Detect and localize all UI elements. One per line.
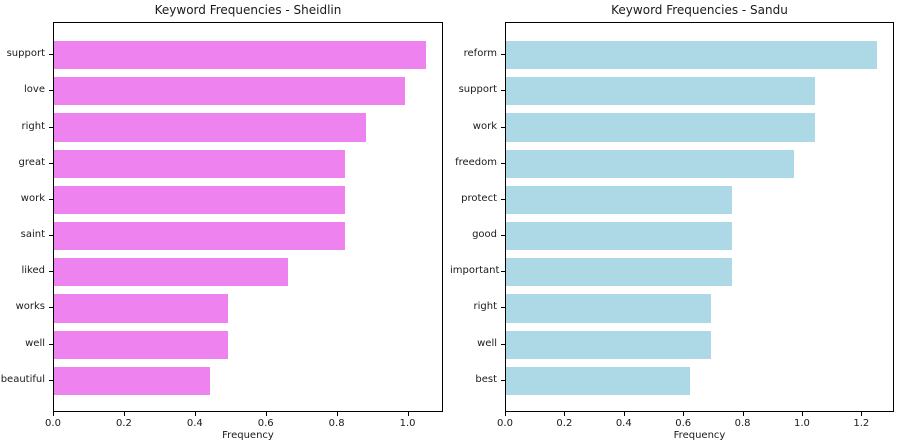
x-tick-mark bbox=[194, 412, 196, 416]
x-tick-mark bbox=[265, 412, 267, 416]
bar-freedom bbox=[506, 149, 795, 178]
bar-support bbox=[506, 77, 815, 106]
x-tick-mark bbox=[505, 412, 506, 416]
y-tick-mark bbox=[501, 162, 505, 164]
bar-work bbox=[506, 113, 815, 142]
x-tick-label-1.0: 1.0 bbox=[793, 418, 810, 429]
x-axis-label: Frequency bbox=[222, 430, 274, 441]
y-tick-mark bbox=[501, 126, 505, 128]
y-tick-label-well: well bbox=[477, 337, 497, 349]
x-tick-label-0.0: 0.0 bbox=[497, 418, 513, 429]
x-tick-mark bbox=[407, 412, 409, 416]
y-tick-label-support: support bbox=[458, 84, 497, 96]
x-tick-label-1.0: 1.0 bbox=[399, 418, 416, 429]
y-tick-label-work: work bbox=[20, 192, 45, 204]
x-tick-label-0.4: 0.4 bbox=[186, 418, 203, 429]
y-tick-mark bbox=[501, 54, 505, 56]
y-tick-label-protect: protect bbox=[461, 192, 497, 204]
y-tick-label-freedom: freedom bbox=[455, 156, 497, 168]
y-tick-label-love: love bbox=[24, 84, 45, 96]
x-tick-label-0.6: 0.6 bbox=[257, 418, 274, 429]
bar-right bbox=[506, 294, 711, 323]
y-tick-label-work: work bbox=[472, 120, 497, 132]
y-tick-mark bbox=[49, 343, 53, 345]
y-tick-label-right: right bbox=[473, 301, 498, 313]
y-tick-label-best: best bbox=[475, 373, 497, 385]
x-tick-mark bbox=[336, 412, 338, 416]
y-tick-label-support: support bbox=[6, 48, 45, 60]
y-tick-label-well: well bbox=[25, 337, 45, 349]
y-tick-mark bbox=[501, 307, 505, 309]
x-tick-mark bbox=[53, 412, 54, 416]
x-tick-label-1.2: 1.2 bbox=[853, 418, 870, 429]
y-tick-mark bbox=[49, 379, 53, 381]
x-tick-label-0.0: 0.0 bbox=[45, 418, 61, 429]
x-tick-label-0.2: 0.2 bbox=[115, 418, 132, 429]
x-tick-mark bbox=[742, 412, 744, 416]
y-tick-mark bbox=[49, 90, 53, 92]
x-tick-mark bbox=[683, 412, 685, 416]
chart-sheidlin: Keyword Frequencies - Sheidlin Frequency… bbox=[0, 3, 443, 441]
y-tick-label-works: works bbox=[15, 301, 45, 313]
bar-best bbox=[506, 366, 691, 395]
y-tick-label-reform: reform bbox=[463, 48, 497, 60]
bar-work bbox=[54, 185, 345, 215]
x-tick-label-0.6: 0.6 bbox=[675, 418, 692, 429]
bar-reform bbox=[506, 41, 878, 70]
x-tick-mark bbox=[564, 412, 566, 416]
bar-protect bbox=[506, 185, 732, 215]
y-tick-mark bbox=[49, 307, 53, 309]
chart-title: Keyword Frequencies - Sandu bbox=[611, 3, 788, 17]
y-tick-mark bbox=[501, 271, 505, 273]
bar-good bbox=[506, 221, 732, 251]
x-tick-mark bbox=[623, 412, 625, 416]
y-tick-mark bbox=[501, 90, 505, 92]
y-tick-mark bbox=[49, 271, 53, 273]
bar-well bbox=[54, 330, 228, 359]
y-tick-label-liked: liked bbox=[21, 265, 46, 277]
y-tick-mark bbox=[49, 54, 53, 56]
y-tick-mark bbox=[49, 198, 53, 200]
y-tick-mark bbox=[501, 235, 505, 237]
y-tick-label-great: great bbox=[18, 156, 45, 168]
y-tick-label-right: right bbox=[21, 120, 46, 132]
bar-love bbox=[54, 77, 405, 106]
x-tick-label-0.8: 0.8 bbox=[734, 418, 751, 429]
bar-well bbox=[506, 330, 711, 359]
y-tick-mark bbox=[501, 379, 505, 381]
x-tick-label-0.8: 0.8 bbox=[328, 418, 345, 429]
bar-liked bbox=[54, 258, 288, 287]
y-tick-label-saint: saint bbox=[20, 229, 45, 241]
bar-beautiful bbox=[54, 366, 210, 395]
x-tick-label-0.4: 0.4 bbox=[615, 418, 632, 429]
y-tick-mark bbox=[501, 198, 505, 200]
bar-important bbox=[506, 258, 732, 287]
y-tick-mark bbox=[49, 162, 53, 164]
x-tick-mark bbox=[123, 412, 125, 416]
bar-right bbox=[54, 113, 366, 142]
bar-works bbox=[54, 294, 228, 323]
x-axis-label: Frequency bbox=[673, 430, 726, 441]
y-tick-label-good: good bbox=[472, 229, 497, 241]
y-tick-mark bbox=[49, 235, 53, 237]
x-tick-label-0.2: 0.2 bbox=[556, 418, 573, 429]
y-tick-mark bbox=[501, 343, 505, 345]
bar-support bbox=[54, 41, 427, 70]
x-tick-mark bbox=[801, 412, 803, 416]
y-tick-label-important: important bbox=[450, 265, 500, 277]
bar-great bbox=[54, 149, 345, 178]
plot-area bbox=[505, 22, 894, 412]
chart-title: Keyword Frequencies - Sheidlin bbox=[154, 3, 342, 17]
y-tick-mark bbox=[49, 126, 53, 128]
x-tick-mark bbox=[861, 412, 863, 416]
y-tick-label-beautiful: beautiful bbox=[0, 373, 45, 385]
bar-saint bbox=[54, 221, 345, 251]
chart-sandu: Keyword Frequencies - Sandu Frequency re… bbox=[450, 0, 900, 447]
plot-area bbox=[53, 22, 443, 412]
